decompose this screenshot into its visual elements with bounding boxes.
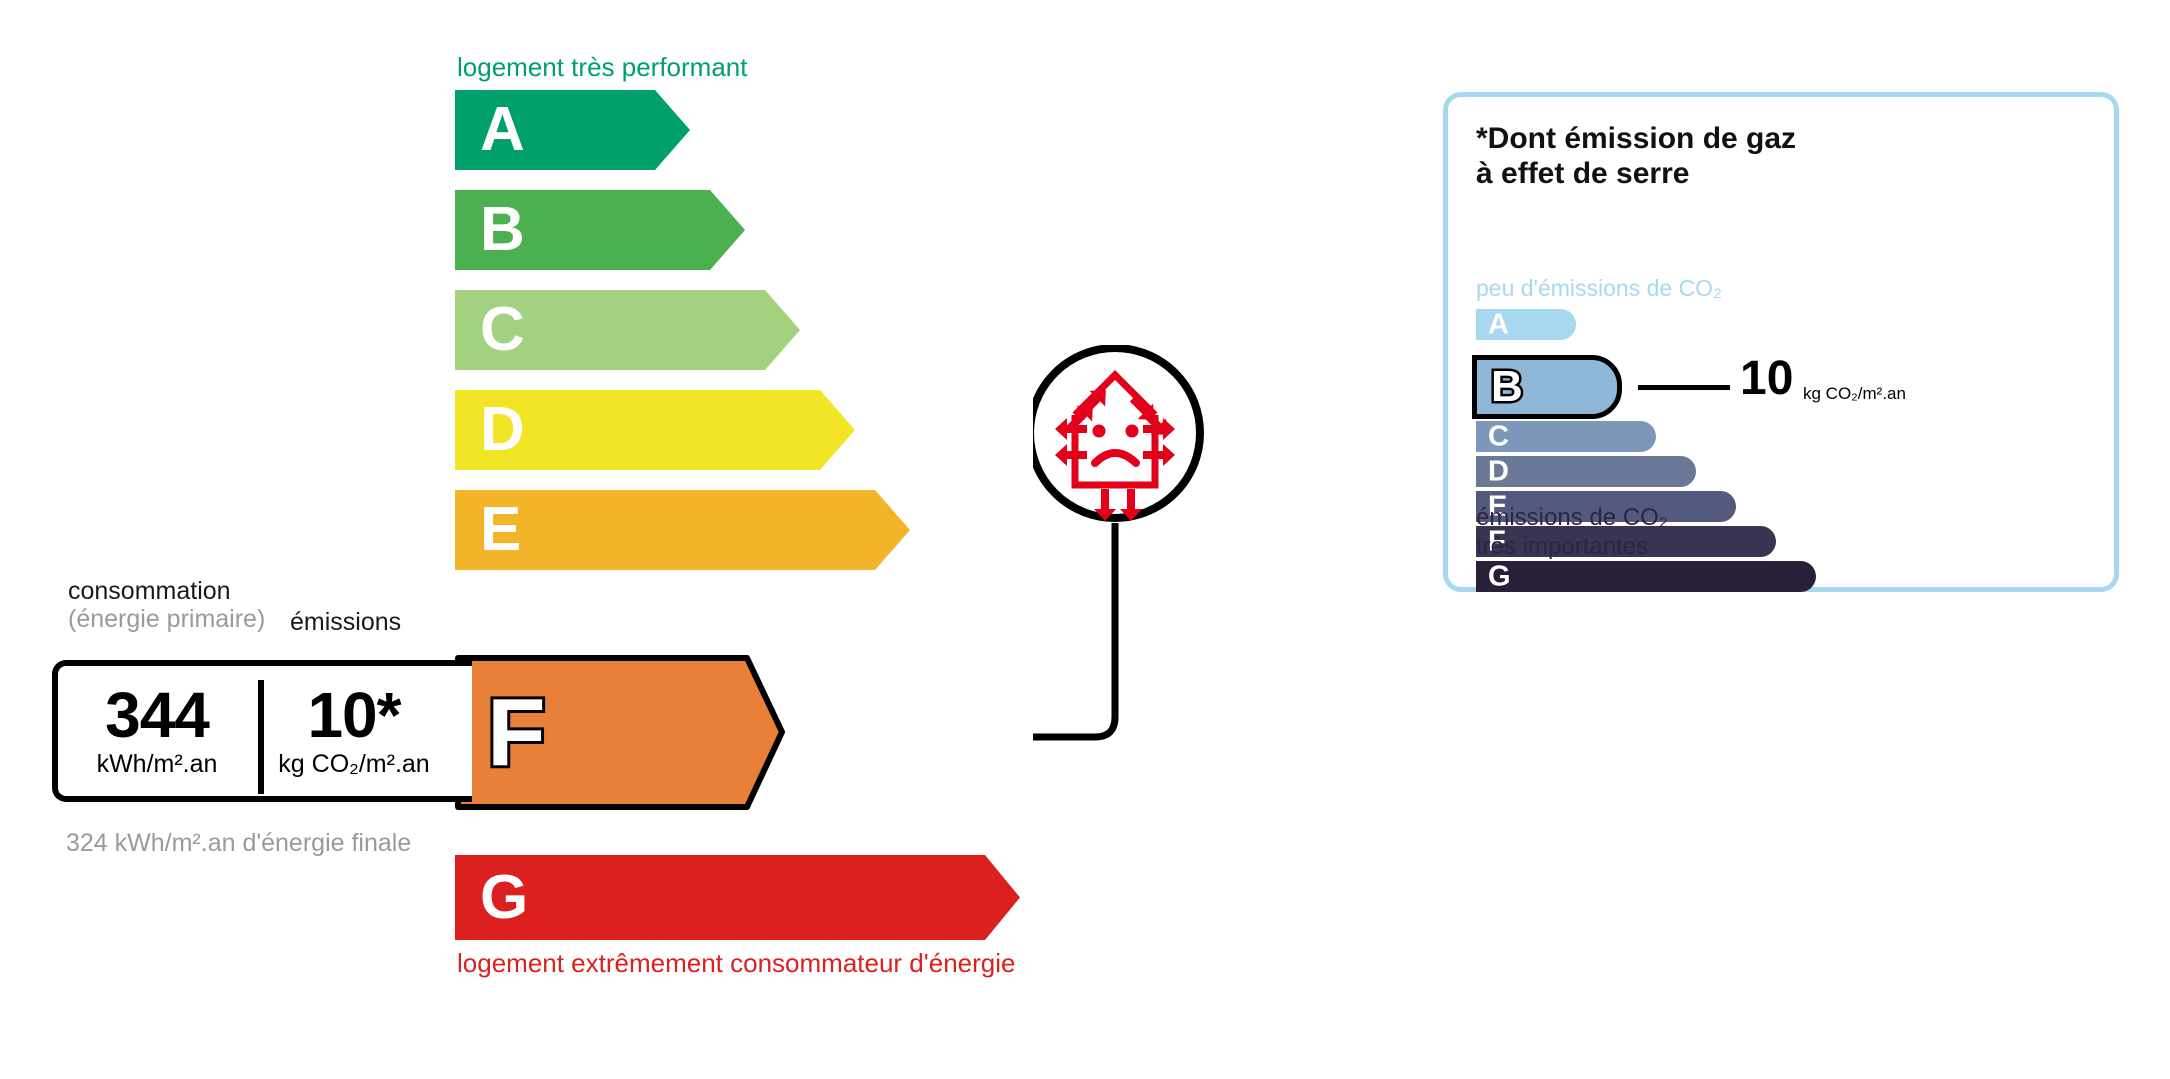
co2-value-unit: kg CO₂/m².an [1803,384,1906,403]
energy-arrow-shape-d [455,390,855,470]
emission-value-cell: 10* kg CO₂/m².an [256,683,452,779]
primary-energy-value-cell: 344 kWh/m².an [58,683,256,779]
consumption-label-sub: (énergie primaire) [68,604,266,633]
primary-energy-value: 344 [105,679,210,751]
co2-class-letter-e: E [1488,490,1508,522]
energy-class-bar-g: G [455,855,1020,940]
energy-class-letter-a: A [480,95,525,164]
heat-loss-arrows-icon [1055,390,1175,521]
house-heat-loss-callout [1026,344,1253,765]
energy-class-bar-f-current: F [455,655,785,810]
energy-class-letter-e: E [480,495,522,564]
co2-class-bar-b-current: B [1472,355,1622,419]
co2-panel-title: *Dont émission de gaz à effet de serre [1476,122,1797,191]
co2-class-bar-e: E [1476,491,1736,522]
house-eye-right-icon [1125,424,1139,438]
energy-class-letter-c: C [480,295,525,364]
co2-class-bar-c: C [1476,421,1656,452]
energy-class-bar-c: C [455,290,800,370]
emission-value: 10* [307,679,401,751]
co2-emissions-panel: *Dont émission de gaz à effet de serre p… [1443,92,2119,592]
value-box-divider [258,680,264,794]
co2-class-bar-d: D [1476,456,1696,487]
co2-class-bar-a: A [1476,309,1576,340]
house-callout-svg [1026,344,1204,741]
co2-class-letter-d: D [1488,455,1509,487]
co2-class-letter-b: B [1489,362,1526,411]
consumption-label-main: consommation [68,577,231,605]
emissions-label: émissions [290,608,402,636]
energy-class-letter-b: B [480,195,525,264]
primary-energy-unit: kWh/m².an [96,750,218,778]
co2-value-connector-line [1638,385,1730,390]
energy-arrow-shape-e [455,490,910,570]
energy-scale-top-caption: logement très performant [457,52,748,82]
co2-class-bar-f: F [1476,526,1776,557]
co2-scale-top-caption: peu d'émissions de CO₂ [1476,275,1722,301]
house-sad-mouth-icon [1091,449,1140,467]
energy-scale-bottom-caption: logement extrêmement consommateur d'éner… [457,948,1016,978]
co2-class-letter-c: C [1488,420,1509,452]
energy-class-letter-g: G [480,862,529,932]
energy-arrow-shape-b [455,190,745,270]
energy-class-letter-f: F [484,678,549,786]
energy-class-bar-e: E [455,490,910,570]
co2-class-letter-a: A [1488,308,1509,340]
co2-scale-bottom-caption: émissions de CO₂ très importantes [1476,504,1669,560]
co2-class-letter-f: F [1488,525,1506,557]
co2-value: 10 [1740,352,1794,405]
energy-arrow-shape-a [455,90,690,170]
emission-unit: kg CO₂/m².an [278,750,430,778]
energy-class-letter-d: D [480,395,525,464]
energy-performance-scale: logement très performant A B C [52,52,1253,978]
co2-class-letter-g: G [1488,560,1511,592]
energy-arrow-shape-c [455,290,800,370]
energy-class-bar-a: A [455,90,690,170]
energy-class-bar-b: B [455,190,745,270]
co2-class-bar-g: G [1476,561,1816,592]
final-energy-label: 324 kWh/m².an d'énergie finale [66,829,412,857]
house-eye-left-icon [1092,424,1106,438]
energy-value-box: 344 kWh/m².an 10* kg CO₂/m².an [52,660,472,802]
energy-arrow-shape-g [455,855,1020,940]
consumption-label: consommation (énergie primaire) [68,577,266,633]
energy-class-bar-d: D [455,390,855,470]
